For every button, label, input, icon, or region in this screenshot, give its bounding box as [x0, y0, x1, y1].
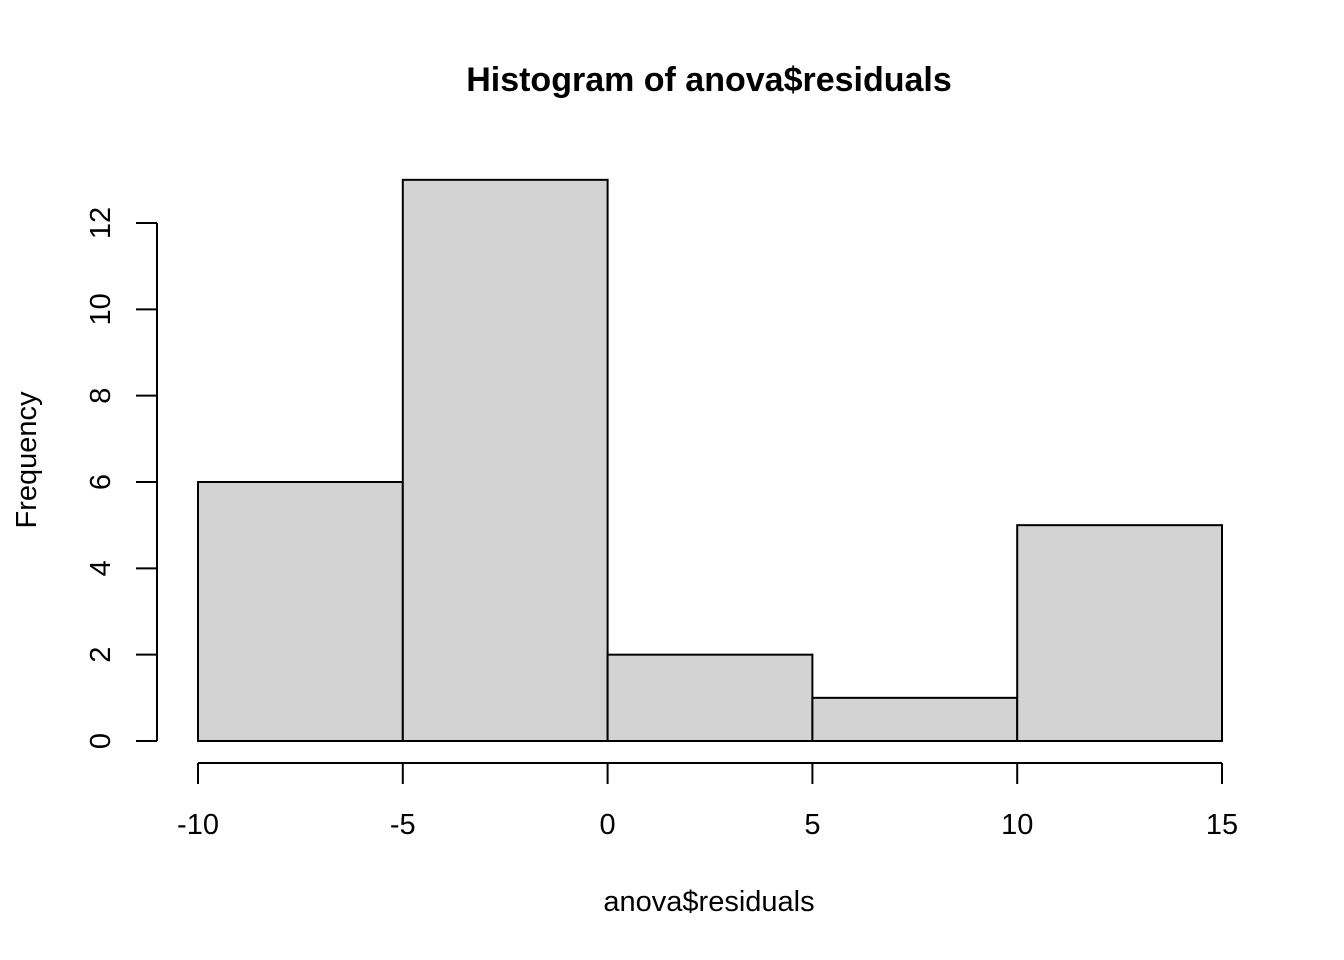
x-axis-label: anova$residuals: [603, 886, 814, 918]
y-tick-label: 12: [85, 207, 117, 239]
histogram-bar-4: [1016, 524, 1224, 743]
x-tick-label: 10: [1001, 809, 1033, 841]
x-tick-label: -5: [390, 809, 416, 841]
y-tick-label: 4: [85, 560, 117, 576]
chart-title: Histogram of anova$residuals: [466, 61, 952, 99]
bars-layer: [197, 178, 1224, 743]
y-tick-label: 6: [85, 474, 117, 490]
x-tick-label: -10: [177, 809, 219, 841]
y-tick-label: 2: [85, 647, 117, 663]
histogram-bar-1: [401, 178, 609, 743]
histogram-bar-2: [606, 653, 814, 743]
histogram-bar-0: [197, 481, 404, 742]
x-tick-label: 15: [1206, 809, 1238, 841]
x-tick-label: 5: [804, 809, 820, 841]
x-tick-label: 0: [600, 809, 616, 841]
y-tick-label: 0: [85, 733, 117, 749]
y-tick-label: 10: [85, 293, 117, 325]
x-axis: -10 -5 0 5 10 15: [177, 762, 1238, 841]
histogram-bar-3: [811, 696, 1019, 742]
y-tick-label: 8: [85, 388, 117, 404]
y-axis-label: Frequency: [11, 391, 43, 529]
y-axis: 0 2 4 6 8 10 12: [85, 207, 158, 749]
